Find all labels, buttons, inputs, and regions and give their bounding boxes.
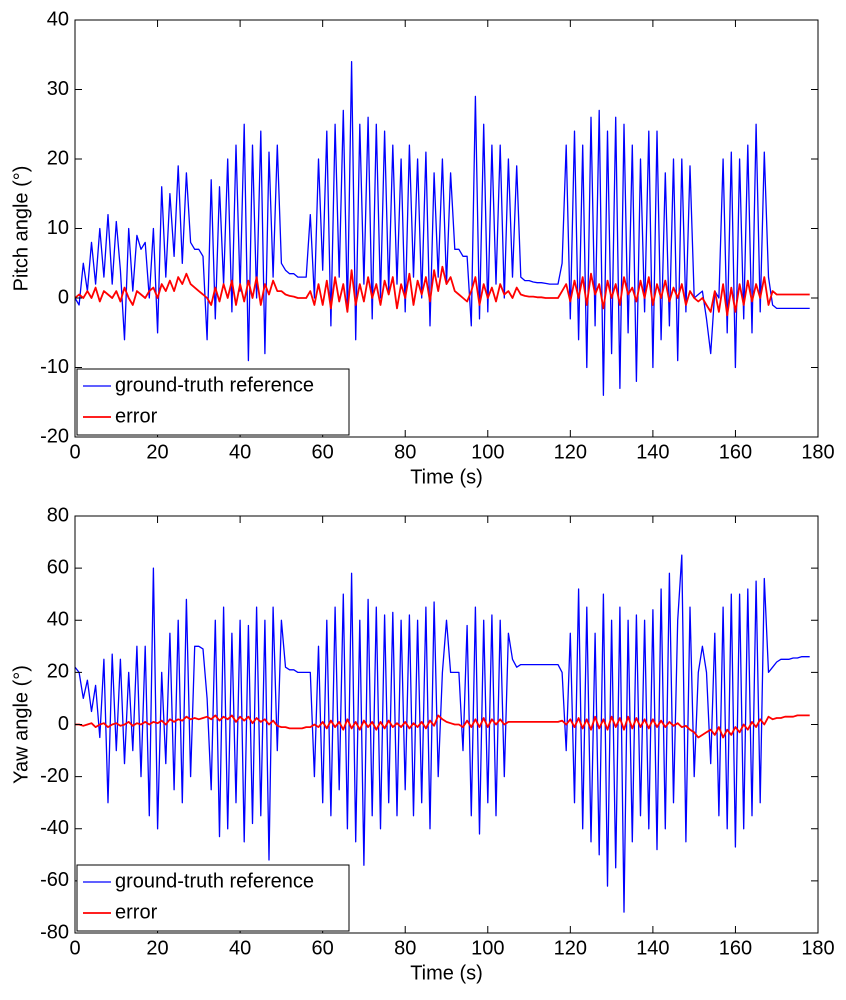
y-tick-label: 40 — [47, 609, 69, 631]
x-tick-label: 160 — [719, 441, 752, 463]
y-axis-label: Yaw angle (°) — [10, 665, 32, 784]
y-axis-label: Pitch angle (°) — [10, 166, 32, 292]
line-series — [75, 714, 810, 739]
x-tick-label: 20 — [146, 937, 168, 959]
x-tick-label: 40 — [229, 441, 251, 463]
legend-label: ground-truth reference — [115, 870, 314, 892]
y-tick-label: 80 — [47, 504, 69, 526]
y-tick-label: 10 — [47, 217, 69, 239]
legend-box — [76, 864, 350, 932]
y-tick-label: -10 — [40, 356, 69, 378]
x-tick-label: 140 — [636, 937, 669, 959]
line-series — [74, 265, 810, 317]
x-tick-label: 80 — [394, 937, 416, 959]
x-tick-label: 0 — [69, 441, 80, 463]
x-axis-label: Time (s) — [410, 466, 483, 488]
y-tick-label: 20 — [47, 661, 69, 683]
x-tick-label: 140 — [636, 441, 669, 463]
line-series — [74, 554, 810, 913]
y-tick-label: 30 — [47, 78, 69, 100]
x-tick-label: 60 — [312, 441, 334, 463]
x-tick-label: 160 — [719, 937, 752, 959]
subplot: 0 20 40 60 80 100 120 140 160 180 -80 -60 -40 -20 0 20 4… — [10, 504, 834, 984]
y-tick-label: -40 — [40, 817, 69, 839]
x-tick-label: 60 — [312, 937, 334, 959]
x-tick-label: 0 — [69, 937, 80, 959]
legend-box — [76, 368, 350, 436]
y-tick-label: 40 — [47, 8, 69, 30]
y-tick-label: -60 — [40, 869, 69, 891]
y-tick-label: 0 — [58, 713, 69, 735]
legend-label: ground-truth reference — [115, 374, 314, 396]
y-tick-label: 20 — [47, 147, 69, 169]
x-tick-label: 100 — [471, 441, 504, 463]
x-tick-label: 180 — [801, 937, 834, 959]
x-tick-label: 120 — [554, 937, 587, 959]
x-tick-label: 20 — [146, 441, 168, 463]
x-tick-label: 80 — [394, 441, 416, 463]
x-axis-label: Time (s) — [410, 962, 483, 984]
subplot: 0 20 40 60 80 100 120 140 160 180 -20 -10 0 10 20 30 40 T… — [10, 8, 834, 488]
legend-label: error — [115, 405, 158, 427]
x-tick-label: 120 — [554, 441, 587, 463]
y-tick-label: -80 — [40, 921, 69, 943]
y-tick-label: -20 — [40, 425, 69, 447]
y-tick-label: 0 — [58, 286, 69, 308]
y-tick-label: 60 — [47, 556, 69, 578]
x-tick-label: 180 — [801, 441, 834, 463]
legend-label: error — [115, 901, 158, 923]
line-series — [74, 61, 810, 396]
y-tick-label: -20 — [40, 765, 69, 787]
x-tick-label: 100 — [471, 937, 504, 959]
x-tick-label: 40 — [229, 937, 251, 959]
